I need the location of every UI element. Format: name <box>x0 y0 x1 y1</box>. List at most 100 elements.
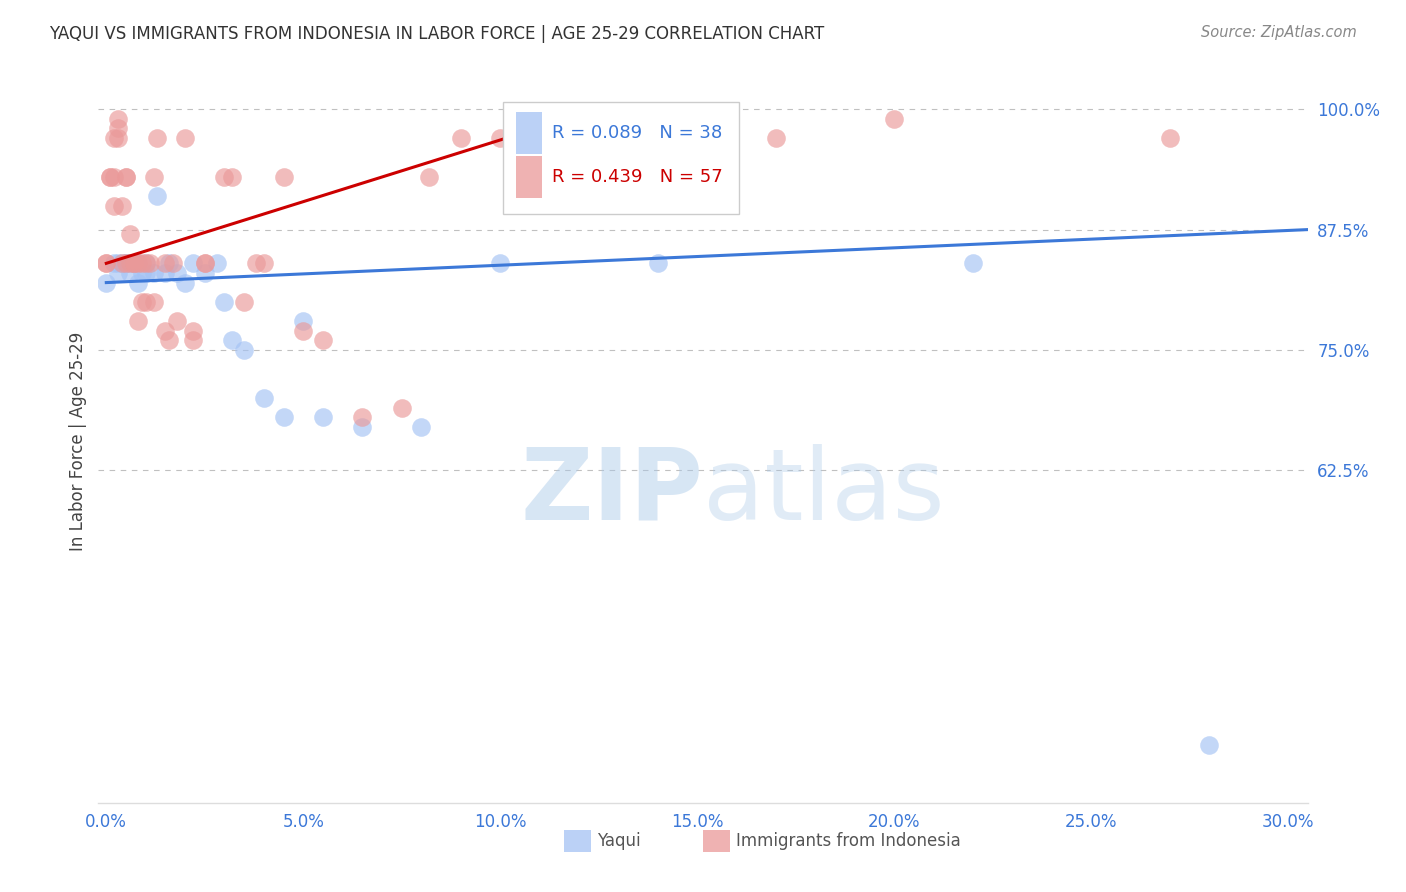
Point <box>214 294 236 309</box>
Point <box>127 256 149 270</box>
Text: R = 0.089   N = 38: R = 0.089 N = 38 <box>551 124 723 142</box>
Point <box>765 131 787 145</box>
Point <box>174 276 197 290</box>
Point <box>352 410 374 425</box>
Point <box>245 256 267 270</box>
Bar <box>516 156 543 198</box>
Point <box>142 266 165 280</box>
Point <box>111 256 134 270</box>
Point <box>194 256 217 270</box>
Point <box>411 420 433 434</box>
Point <box>157 334 180 348</box>
Point <box>883 112 905 126</box>
Text: YAQUI VS IMMIGRANTS FROM INDONESIA IN LABOR FORCE | AGE 25-29 CORRELATION CHART: YAQUI VS IMMIGRANTS FROM INDONESIA IN LA… <box>49 25 824 43</box>
Point <box>122 256 145 270</box>
Point <box>194 266 217 280</box>
Point <box>96 256 118 270</box>
Point <box>138 256 160 270</box>
Point <box>98 169 121 184</box>
Point <box>103 198 125 212</box>
Point <box>157 256 180 270</box>
Point <box>194 256 217 270</box>
Point <box>122 256 145 270</box>
Point <box>135 256 157 270</box>
Point <box>155 266 177 280</box>
Point <box>122 256 145 270</box>
Point <box>181 334 204 348</box>
Point <box>111 198 134 212</box>
Point <box>489 131 512 145</box>
Point <box>96 276 118 290</box>
Point <box>115 256 138 270</box>
Text: atlas: atlas <box>703 443 945 541</box>
Point <box>107 256 129 270</box>
Point <box>292 314 315 328</box>
Point <box>221 169 243 184</box>
Point <box>118 256 141 270</box>
Point <box>174 131 197 145</box>
Point <box>142 294 165 309</box>
Point <box>131 294 153 309</box>
Point <box>107 112 129 126</box>
Point <box>418 169 440 184</box>
Point <box>647 256 669 270</box>
Point <box>107 121 129 136</box>
Point <box>103 256 125 270</box>
Point <box>127 314 149 328</box>
Point <box>98 169 121 184</box>
Text: ZIP: ZIP <box>520 443 703 541</box>
Point <box>135 256 157 270</box>
Point <box>107 266 129 280</box>
Text: Immigrants from Indonesia: Immigrants from Indonesia <box>735 832 960 850</box>
Point <box>273 169 295 184</box>
Point <box>166 266 188 280</box>
Point <box>131 256 153 270</box>
Text: Source: ZipAtlas.com: Source: ZipAtlas.com <box>1201 25 1357 40</box>
Point <box>1159 131 1181 145</box>
Point <box>103 131 125 145</box>
Point <box>962 256 984 270</box>
Text: Yaqui: Yaqui <box>596 832 640 850</box>
Point <box>155 324 177 338</box>
Point <box>181 324 204 338</box>
Bar <box>564 830 591 852</box>
Point <box>352 420 374 434</box>
Point <box>142 169 165 184</box>
Point <box>568 112 591 126</box>
Point <box>103 169 125 184</box>
Point <box>107 131 129 145</box>
Point <box>115 169 138 184</box>
Point <box>253 256 276 270</box>
Point <box>127 276 149 290</box>
Point <box>155 256 177 270</box>
Point <box>96 256 118 270</box>
Point <box>122 256 145 270</box>
Point <box>118 227 141 242</box>
Point <box>115 256 138 270</box>
Text: R = 0.439   N = 57: R = 0.439 N = 57 <box>551 168 723 186</box>
Point <box>312 410 335 425</box>
Point <box>312 334 335 348</box>
Point <box>221 334 243 348</box>
Point <box>489 256 512 270</box>
Bar <box>503 102 740 214</box>
Point <box>253 391 276 405</box>
Point <box>166 314 188 328</box>
Point <box>146 131 169 145</box>
Point <box>135 266 157 280</box>
Point <box>214 169 236 184</box>
Point <box>233 294 256 309</box>
Point <box>391 401 413 415</box>
Point <box>118 266 141 280</box>
Bar <box>703 830 730 852</box>
Point <box>647 112 669 126</box>
Point <box>115 256 138 270</box>
Point <box>111 256 134 270</box>
Point <box>115 169 138 184</box>
Point <box>118 256 141 270</box>
Point <box>273 410 295 425</box>
Y-axis label: In Labor Force | Age 25-29: In Labor Force | Age 25-29 <box>69 332 87 551</box>
Point <box>131 266 153 280</box>
Point <box>205 256 228 270</box>
Bar <box>516 112 543 154</box>
